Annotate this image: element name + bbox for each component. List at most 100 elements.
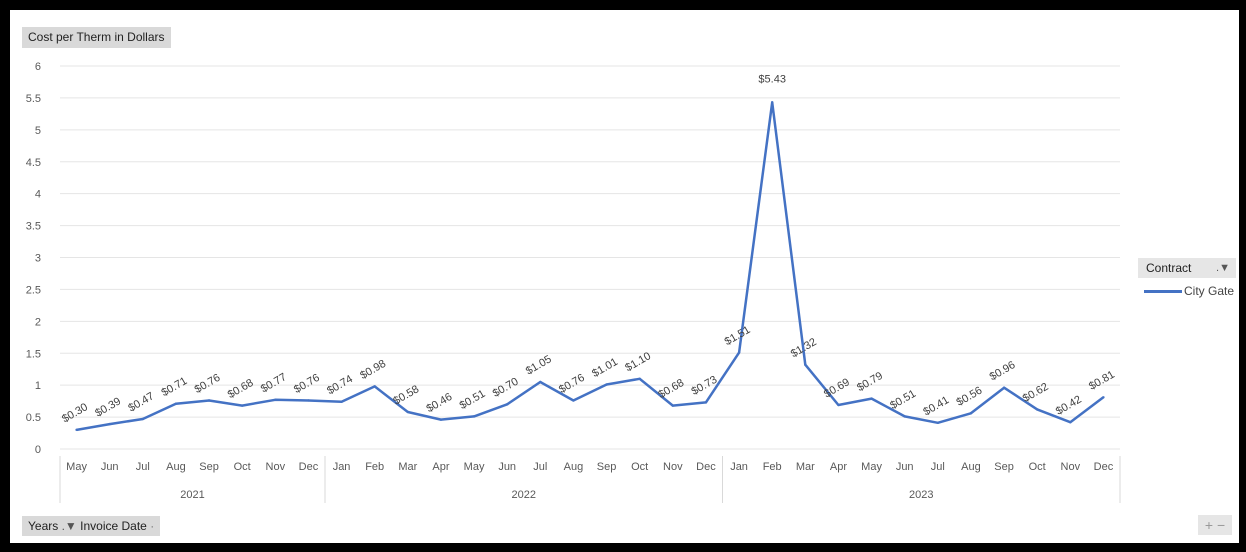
y-tick-label: 1 — [35, 380, 41, 392]
expand-collapse-buttons[interactable]: + − — [1198, 515, 1232, 535]
data-label: $0.30 — [60, 401, 90, 425]
data-point — [472, 415, 476, 418]
data-label: $0.96 — [988, 359, 1018, 383]
data-point — [770, 101, 774, 104]
data-point — [174, 402, 178, 405]
data-point — [1002, 386, 1006, 389]
x-tick-label: Oct — [234, 461, 251, 473]
x-tick-label: Oct — [1029, 461, 1046, 473]
x-group-label: 2022 — [512, 489, 536, 501]
data-label: $0.73 — [690, 374, 720, 398]
x-tick-label: Sep — [199, 461, 219, 473]
data-point — [340, 400, 343, 403]
x-tick-label: Jun — [896, 461, 914, 473]
x-tick-label: Jun — [101, 461, 119, 473]
data-label: $0.69 — [822, 376, 852, 400]
x-tick-label: Jul — [931, 461, 945, 473]
y-tick-label: 2 — [35, 316, 41, 328]
data-label: $1.51 — [723, 324, 753, 348]
data-label: $0.62 — [1021, 381, 1051, 405]
x-tick-label: Jan — [730, 461, 748, 473]
x-tick-label: Mar — [796, 461, 815, 473]
legend-header[interactable]: Contract .▼ — [1138, 258, 1236, 278]
x-tick-label: Jul — [136, 461, 150, 473]
data-label: $0.51 — [458, 388, 488, 412]
data-label: $0.68 — [226, 377, 256, 401]
x-tick-label: Aug — [564, 461, 584, 473]
years-label: Years — [28, 519, 59, 533]
data-point — [638, 377, 641, 380]
data-point — [274, 398, 277, 402]
dropdown-icon: · — [150, 519, 155, 533]
y-tick-label: 3.5 — [26, 221, 41, 233]
x-tick-label: Jan — [333, 461, 351, 473]
x-group-label: 2021 — [180, 489, 204, 501]
y-tick-label: 2.5 — [26, 284, 41, 296]
x-tick-label: Dec — [696, 461, 716, 473]
x-tick-label: Jun — [498, 461, 516, 473]
data-label: $0.77 — [259, 371, 289, 395]
data-point — [505, 403, 509, 406]
data-point — [240, 404, 244, 407]
data-label: $0.39 — [93, 395, 123, 419]
data-label: $0.74 — [325, 373, 355, 397]
x-tick-label: Dec — [299, 461, 319, 473]
data-point — [704, 401, 708, 404]
y-tick-label: 4 — [35, 189, 41, 201]
data-point — [671, 404, 675, 407]
legend-swatch — [1144, 290, 1182, 294]
invoice-date-label: Invoice Date — [80, 519, 147, 533]
data-point — [207, 399, 211, 402]
x-tick-label: Jul — [533, 461, 547, 473]
x-tick-label: Aug — [961, 461, 981, 473]
data-label: $0.76 — [292, 372, 322, 396]
data-point — [141, 417, 145, 421]
x-tick-label: Dec — [1094, 461, 1114, 473]
y-tick-label: 1.5 — [26, 348, 41, 360]
legend-title: Contract — [1146, 261, 1192, 275]
y-tick-label: 0 — [35, 444, 41, 456]
series-line — [76, 101, 1105, 432]
data-point — [406, 410, 410, 414]
y-axis-field-button[interactable]: Cost per Therm in Dollars — [22, 27, 171, 48]
y-tick-label: 0.5 — [26, 412, 41, 424]
data-point — [936, 421, 940, 425]
y-tick-label: 5 — [35, 125, 41, 137]
x-tick-label: Mar — [398, 461, 417, 473]
legend-item-label: City Gate — [1184, 284, 1235, 298]
data-point — [870, 397, 873, 400]
data-point — [539, 380, 542, 384]
chart-area: Cost per Therm in Dollars 0 0.5 1 1.5 2 2.5 3 3… — [10, 10, 1239, 543]
data-point — [804, 363, 807, 366]
x-tick-label: Nov — [1061, 461, 1081, 473]
data-label: $0.76 — [557, 372, 587, 396]
data-point — [108, 422, 111, 426]
data-label: $0.76 — [193, 372, 223, 396]
data-point — [1069, 420, 1072, 424]
data-label: $0.70 — [491, 376, 521, 400]
y-tick-label: 6 — [35, 61, 41, 73]
data-point — [373, 385, 376, 388]
x-group-label: 2023 — [909, 489, 933, 501]
data-label: $0.51 — [888, 388, 918, 412]
data-point — [1102, 396, 1105, 399]
x-tick-label: Sep — [994, 461, 1014, 473]
x-tick-label: Feb — [365, 461, 384, 473]
x-tick-label: May — [66, 461, 87, 473]
data-point — [439, 418, 443, 421]
filter-icon[interactable]: .▼ — [1216, 262, 1230, 274]
x-tick-label: May — [861, 461, 882, 473]
x-tick-label: Apr — [830, 461, 847, 473]
data-point — [903, 415, 906, 418]
data-label: $5.43 — [758, 73, 786, 85]
filter-icon: .▼ — [61, 519, 77, 533]
y-tick-label: 3 — [35, 253, 41, 265]
x-tick-label: Oct — [631, 461, 648, 473]
years-field-button[interactable]: Years .▼ Invoice Date · — [22, 516, 161, 536]
x-tick-label: Sep — [597, 461, 617, 473]
data-label: $0.58 — [391, 383, 421, 407]
x-tick-label: Feb — [763, 461, 782, 473]
data-label: $0.98 — [358, 358, 388, 382]
y-tick-label: 4.5 — [26, 157, 41, 169]
x-tick-label: Nov — [266, 461, 286, 473]
